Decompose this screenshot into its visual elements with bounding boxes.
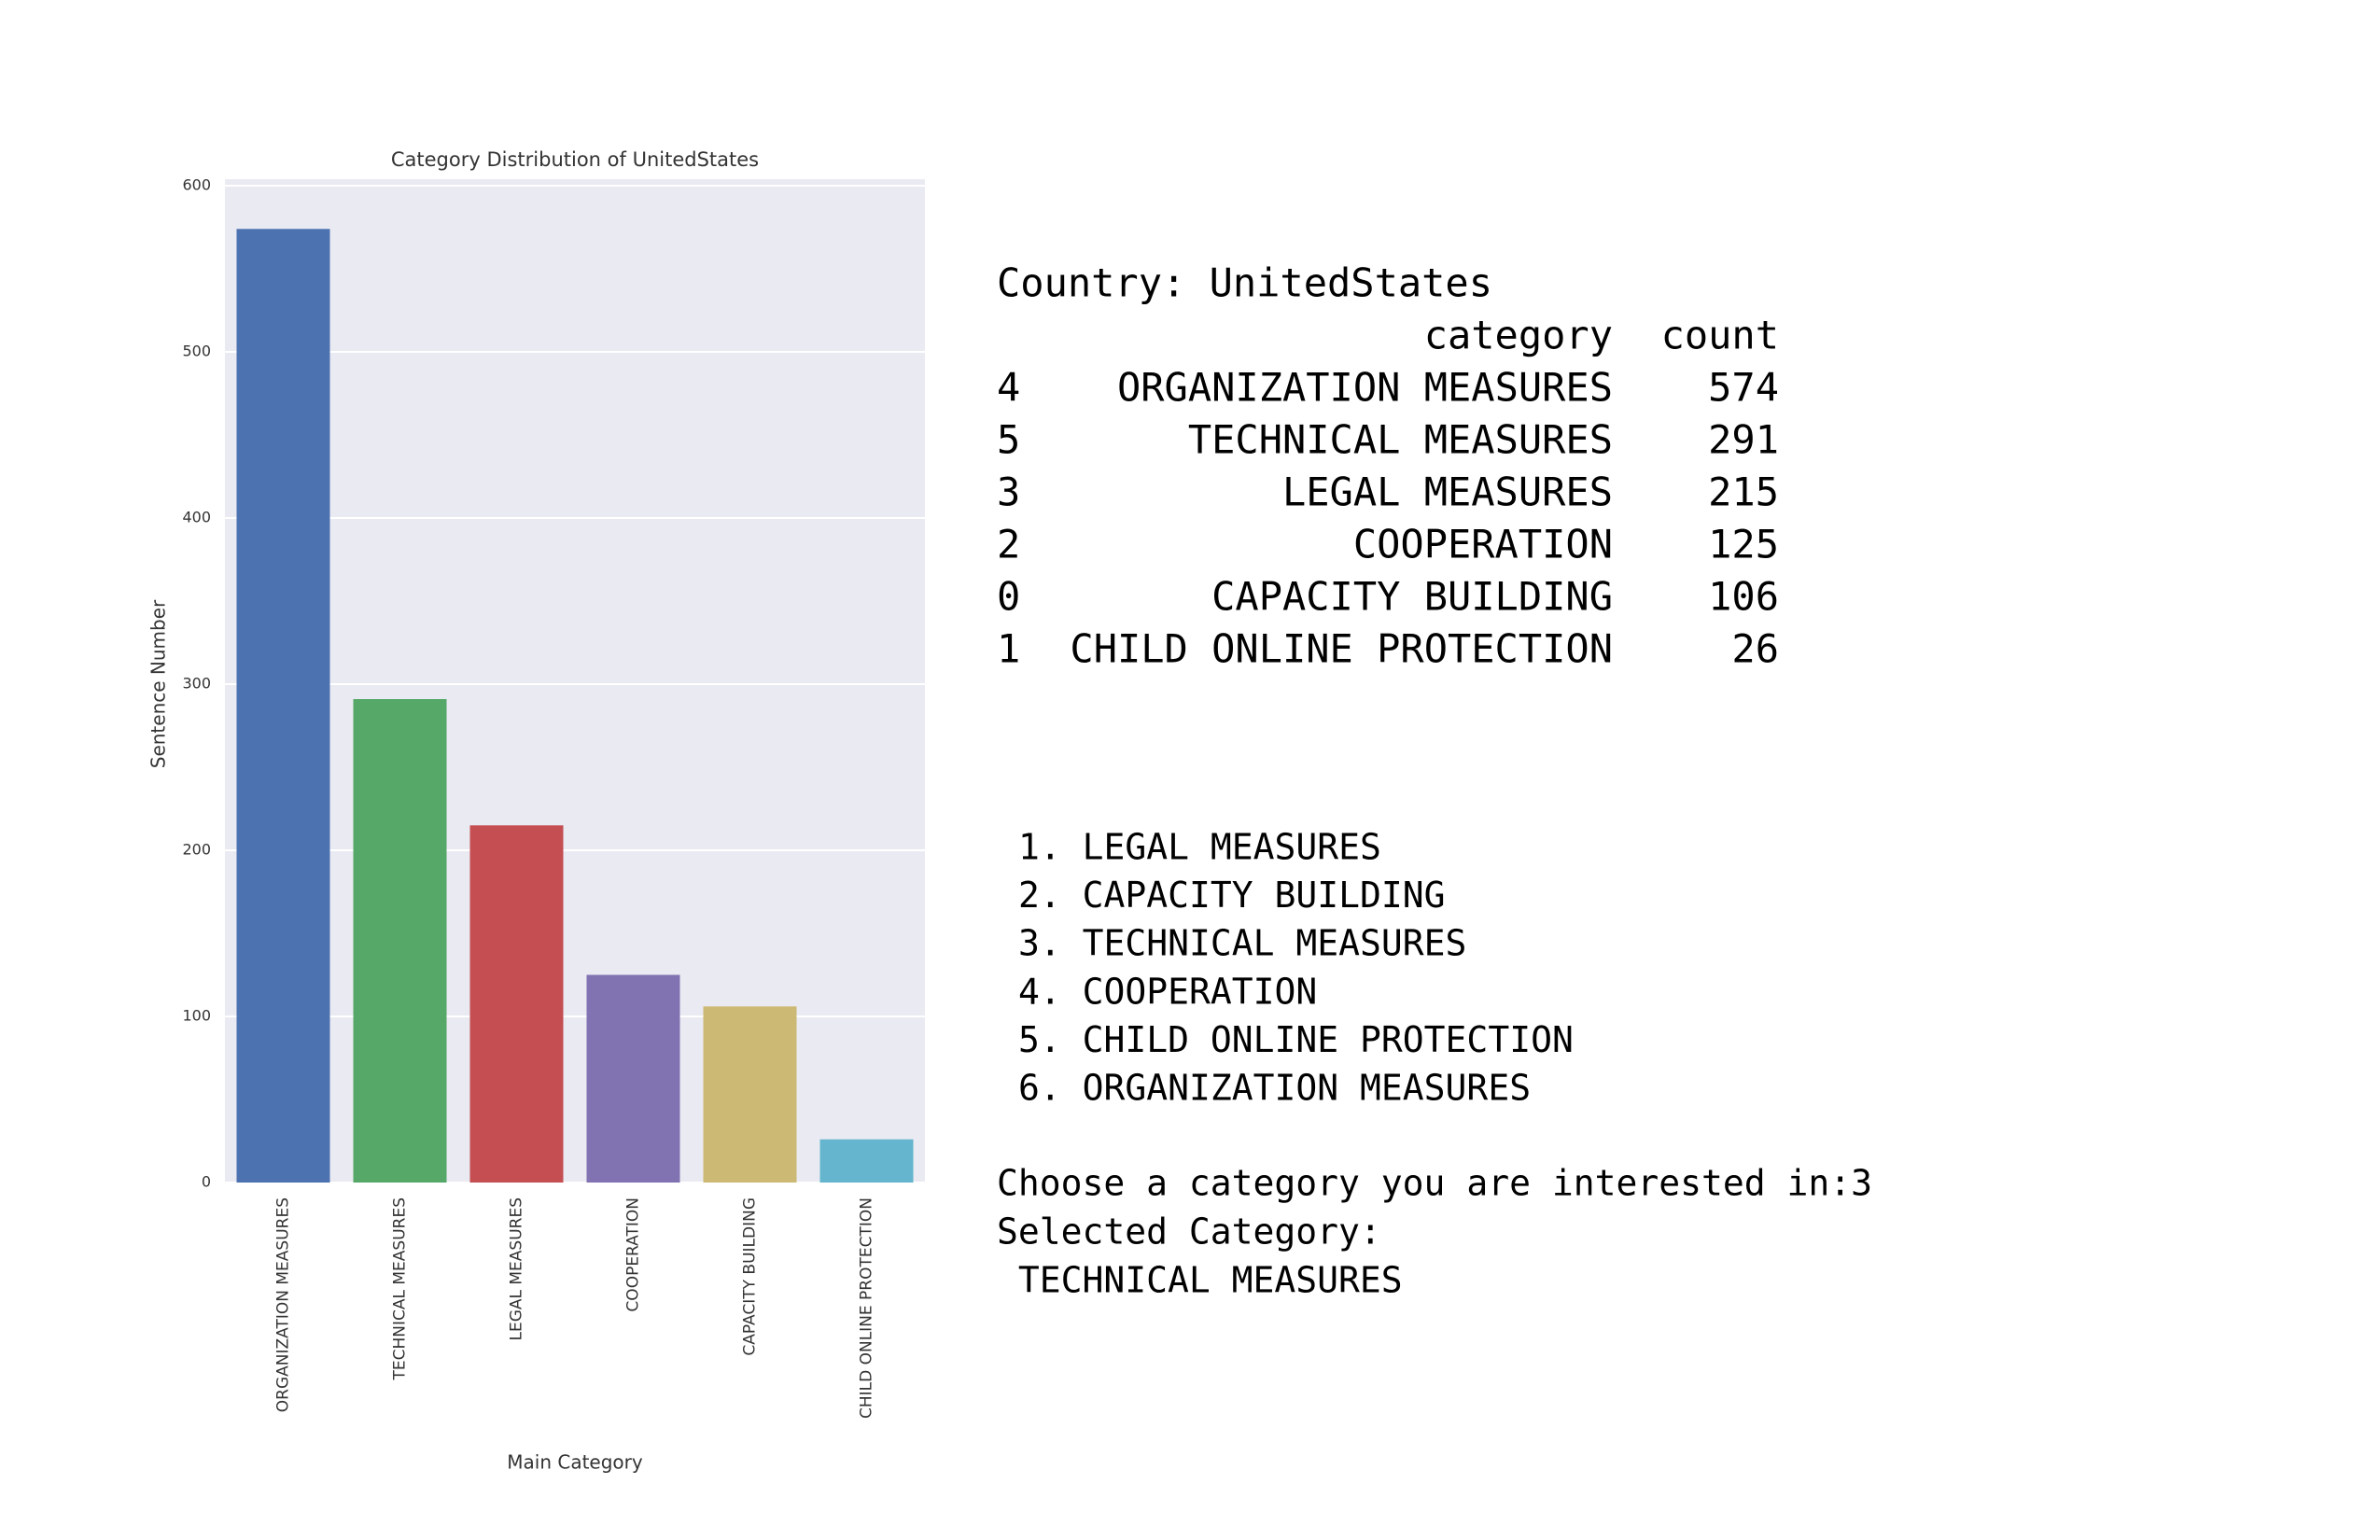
- table-index: 0: [997, 574, 1020, 620]
- selected-value: TECHNICAL MEASURES: [997, 1260, 1403, 1301]
- table-count: 574: [1708, 365, 1779, 411]
- y-tick-label: 0: [202, 1173, 211, 1191]
- chart-title: Category Distribution of UnitedStates: [391, 148, 759, 171]
- y-tick-label: 300: [182, 675, 211, 693]
- menu-item: 4. COOPERATION: [1018, 971, 1317, 1012]
- x-axis-label: Main Category: [507, 1451, 643, 1474]
- table-category: CHILD ONLINE PROTECTION: [1070, 626, 1613, 672]
- menu-item: 5. CHILD ONLINE PROTECTION: [1018, 1019, 1574, 1060]
- y-tick-label: 600: [182, 176, 211, 194]
- bar: [819, 1139, 914, 1183]
- y-tick-label: 400: [182, 509, 211, 526]
- table-category: CAPACITY BUILDING: [1211, 574, 1613, 620]
- x-tick-label: CHILD ONLINE PROTECTION: [858, 1197, 876, 1419]
- menu-item: 1. LEGAL MEASURES: [1018, 827, 1381, 868]
- table-header: category: [1424, 313, 1613, 358]
- table-category: LEGAL MEASURES: [1282, 469, 1613, 515]
- x-tick-label: CAPACITY BUILDING: [741, 1197, 760, 1356]
- table-index: 2: [997, 522, 1020, 567]
- table-category: COOPERATION: [1353, 522, 1613, 567]
- table-count: 26: [1731, 626, 1779, 672]
- y-tick-label: 500: [182, 343, 211, 360]
- bar: [703, 1006, 797, 1183]
- bar: [236, 229, 330, 1183]
- menu-item: 3. TECHNICAL MEASURES: [1018, 923, 1466, 964]
- y-axis-label: Sentence Number: [147, 599, 170, 768]
- x-tick-label: ORGANIZATION MEASURES: [274, 1197, 293, 1412]
- bar: [469, 825, 564, 1183]
- y-tick-label: 200: [182, 841, 211, 859]
- table-index: 4: [997, 365, 1020, 411]
- prompt: Choose a category you are interested in:…: [997, 1163, 1872, 1204]
- bar: [353, 699, 447, 1183]
- table-count: 215: [1708, 469, 1779, 515]
- table-index: 5: [997, 417, 1020, 463]
- x-tick-label: COOPERATION: [624, 1197, 643, 1312]
- table-header: count: [1661, 313, 1779, 358]
- menu-item: 6. ORGANIZATION MEASURES: [1018, 1068, 1531, 1109]
- table-count: 291: [1708, 417, 1779, 463]
- table-count: 106: [1708, 574, 1779, 620]
- menu-item: 2. CAPACITY BUILDING: [1018, 875, 1446, 916]
- country-line: Country: UnitedStates: [997, 260, 1492, 306]
- bar: [586, 974, 680, 1183]
- plot-area: [225, 179, 925, 1183]
- table-index: 3: [997, 469, 1020, 515]
- table-index: 1: [997, 626, 1020, 672]
- selected-label: Selected Category:: [997, 1211, 1381, 1253]
- x-tick-label: LEGAL MEASURES: [508, 1197, 526, 1341]
- table-category: TECHNICAL MEASURES: [1188, 417, 1613, 463]
- table-category: ORGANIZATION MEASURES: [1117, 365, 1613, 411]
- x-tick-label: TECHNICAL MEASURES: [391, 1197, 410, 1381]
- y-tick-label: 100: [182, 1007, 211, 1025]
- table-count: 125: [1708, 522, 1779, 567]
